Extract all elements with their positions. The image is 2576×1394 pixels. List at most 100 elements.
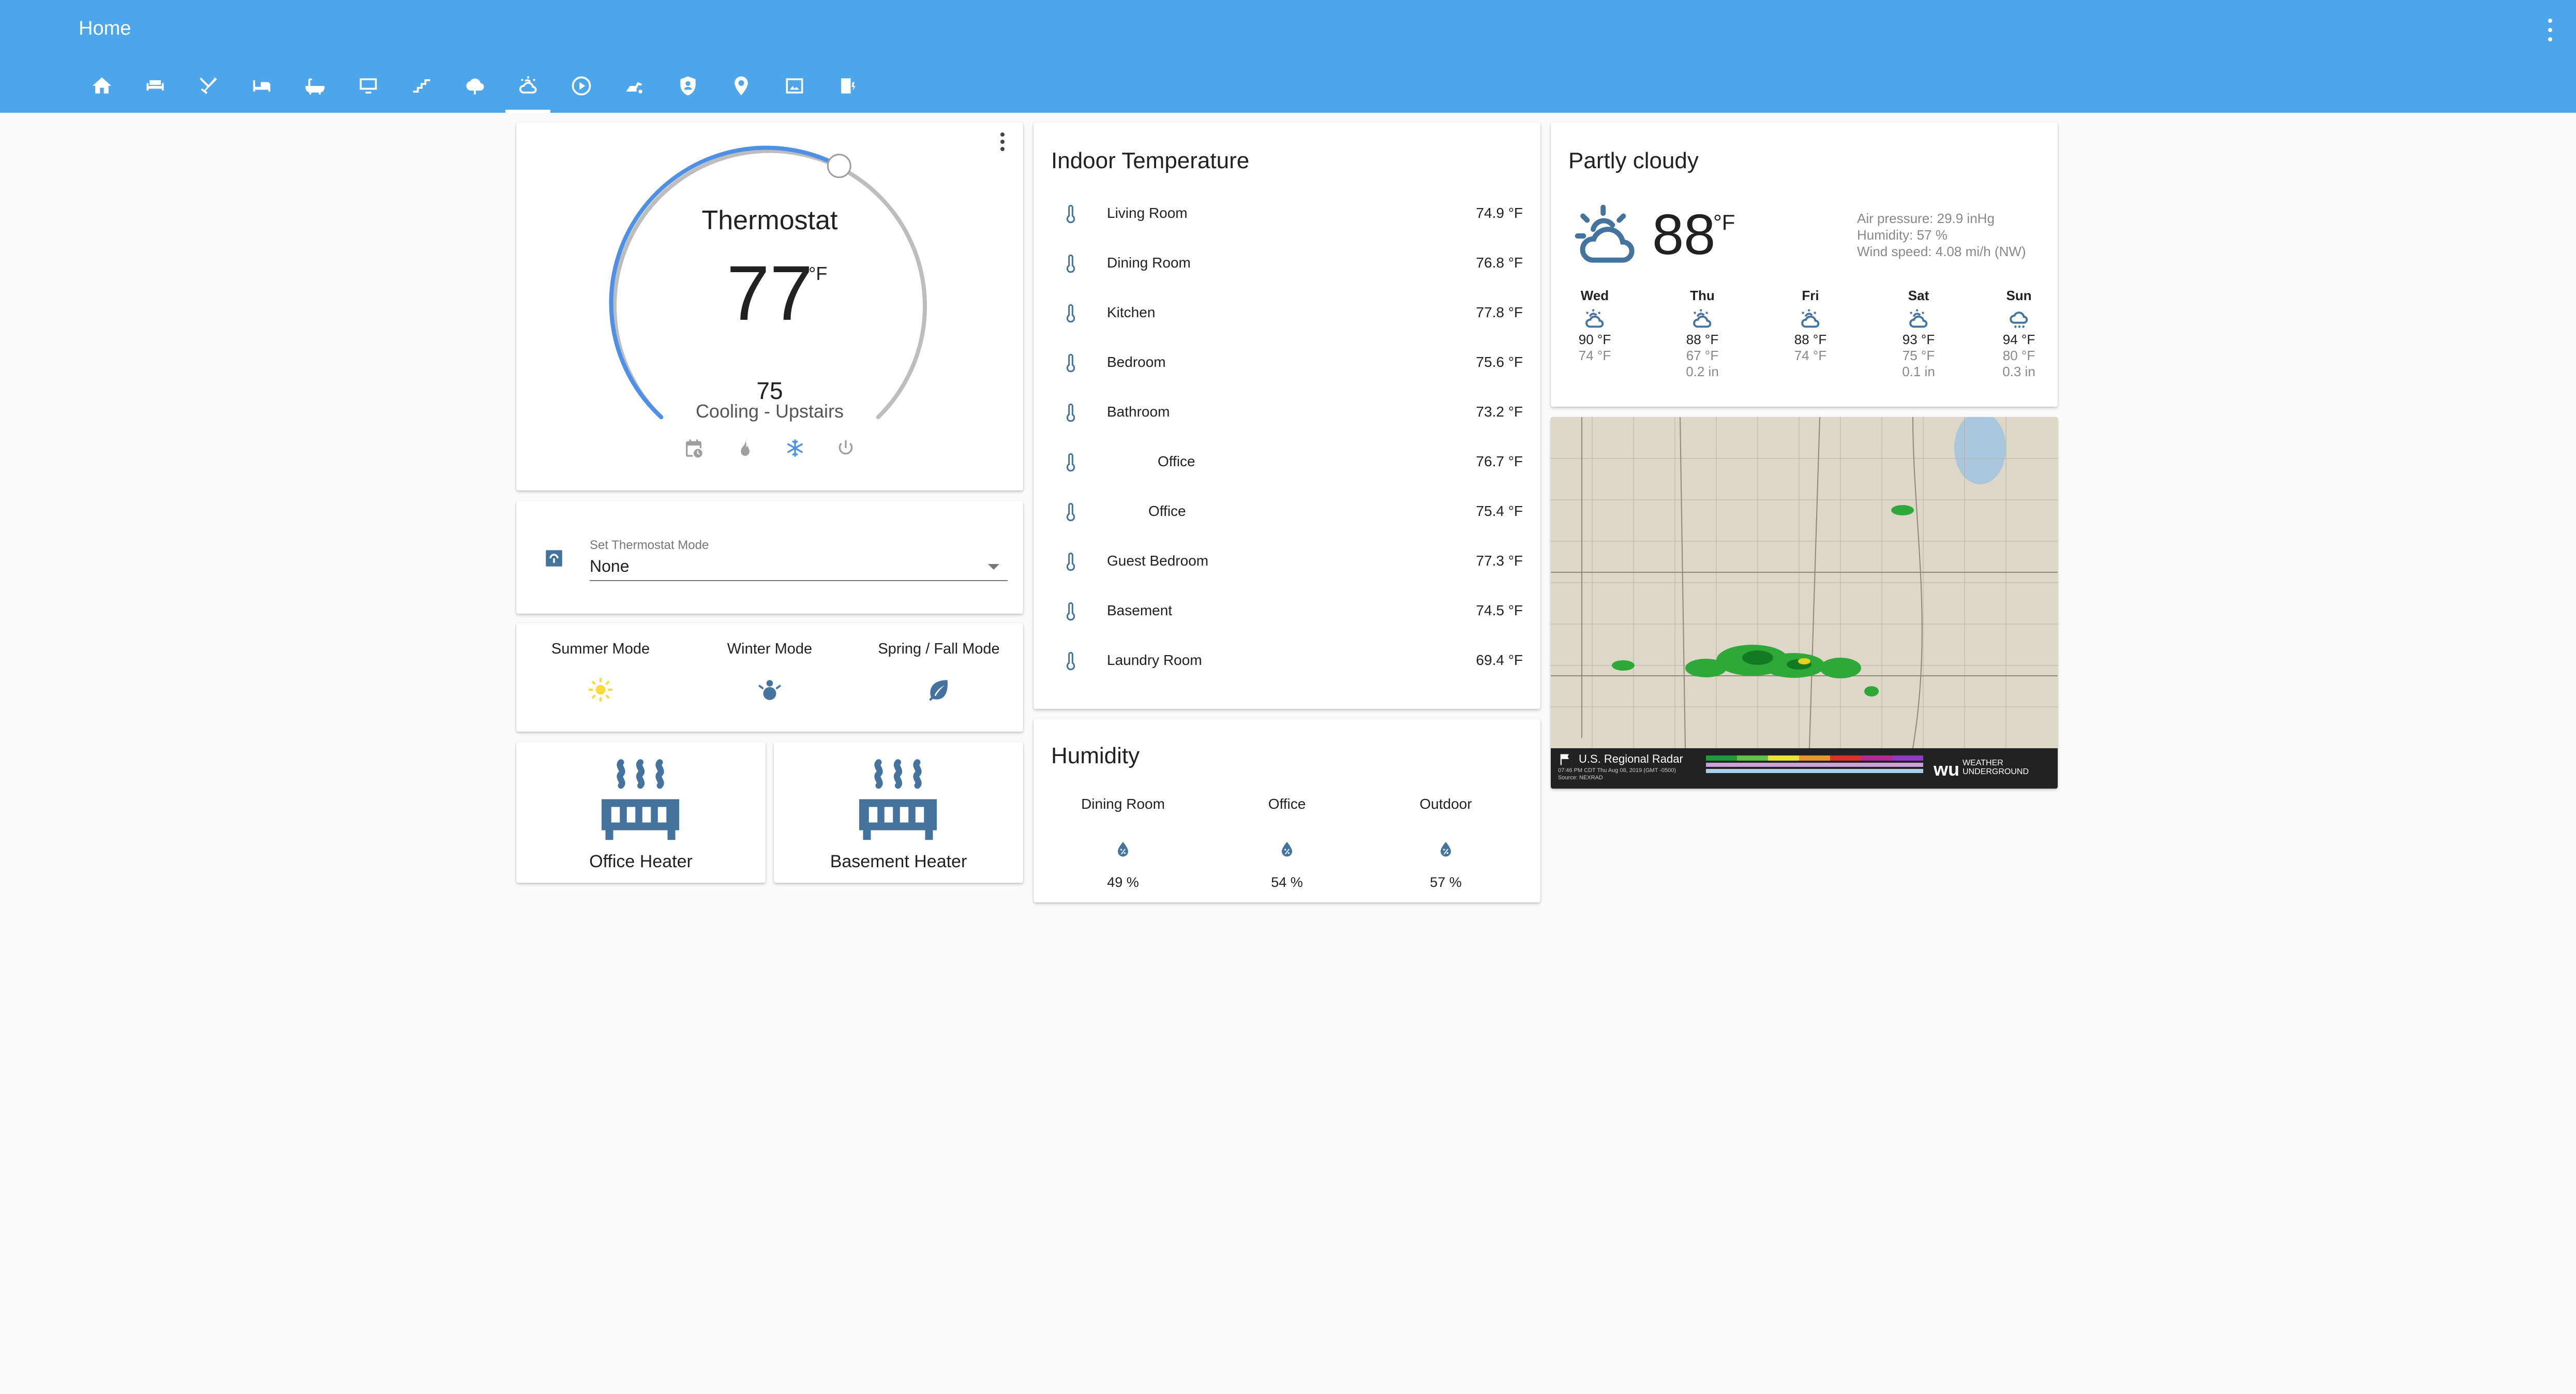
list-item[interactable]: Office 75.4 °F <box>1034 487 1540 537</box>
power-icon[interactable] <box>835 438 856 458</box>
thermostat-target-temp: 75 <box>756 377 783 404</box>
calendar-clock-icon[interactable] <box>683 438 704 458</box>
forecast-day-name: Sun <box>2006 288 2032 303</box>
radar-title: U.S. Regional Radar <box>1579 752 1683 765</box>
thermostat-unit: °F <box>808 263 828 284</box>
tab-stairs[interactable] <box>395 70 448 113</box>
tab-living-room[interactable] <box>128 70 182 113</box>
forecast-high: 88 °F <box>1686 332 1719 347</box>
forecast-day-name: Sat <box>1908 288 1929 303</box>
sensor-value: 76.8 °F <box>1476 255 1523 271</box>
humidity-item[interactable]: Outdoor 57 % <box>1367 796 1525 891</box>
summer-mode-label: Summer Mode <box>551 641 650 657</box>
humidity-title: Humidity <box>1051 743 1140 768</box>
list-item[interactable]: Laundry Room 69.4 °F <box>1034 636 1540 686</box>
fire-icon[interactable] <box>734 438 755 458</box>
thermostat-status: Cooling - Upstairs <box>695 401 844 422</box>
spring-fall-mode-label: Spring / Fall Mode <box>878 641 1000 657</box>
weather-pressure: Air pressure: 29.9 inHg <box>1857 211 1995 226</box>
thermometer-icon <box>1066 602 1075 621</box>
humidity-value: 49 % <box>1107 874 1139 890</box>
sensor-value: 69.4 °F <box>1476 652 1523 668</box>
tab-vacuum[interactable] <box>608 70 661 113</box>
list-item[interactable]: Dining Room 76.8 °F <box>1034 239 1540 289</box>
basement-heater-button[interactable]: Basement Heater <box>774 742 1023 883</box>
tab-security[interactable] <box>661 70 714 113</box>
radar-legend: U.S. Regional Radar 07:46 PM CDT Thu Aug… <box>1551 748 2058 789</box>
tab-kitchen[interactable] <box>182 70 235 113</box>
list-item[interactable]: Living Room 74.9 °F <box>1034 189 1540 239</box>
radar-scale <box>1706 755 1923 773</box>
list-item[interactable]: Basement 74.5 °F <box>1034 587 1540 636</box>
sofa-icon <box>146 80 163 91</box>
tab-climate[interactable] <box>501 70 555 113</box>
view-tabs <box>75 70 874 113</box>
tab-office[interactable] <box>341 70 395 113</box>
sensor-value: 77.8 °F <box>1476 304 1523 320</box>
tab-home[interactable] <box>75 70 128 113</box>
mode-select-input[interactable]: None <box>590 557 630 575</box>
winter-mode-button[interactable]: Winter Mode <box>685 623 854 732</box>
chevron-down-icon[interactable] <box>988 564 999 570</box>
humidity-sensor-name: Dining Room <box>1081 796 1165 812</box>
water-heater-icon <box>841 78 856 94</box>
sensor-value: 75.4 °F <box>1476 503 1523 519</box>
tab-map[interactable] <box>714 70 768 113</box>
thermometer-icon <box>1066 651 1075 671</box>
thermometer-icon <box>1066 254 1075 273</box>
tab-bathroom[interactable] <box>288 70 341 113</box>
tab-utilities[interactable] <box>821 70 874 113</box>
list-item[interactable]: Bathroom 73.2 °F <box>1034 388 1540 438</box>
tab-outdoor[interactable] <box>448 70 501 113</box>
tab-cameras[interactable] <box>768 70 821 113</box>
forecast-low: 74 °F <box>1794 348 1827 363</box>
weather-humidity: Humidity: 57 % <box>1857 227 1948 243</box>
partly-cloudy-icon <box>1585 309 1604 328</box>
list-item[interactable]: Office 76.7 °F <box>1034 438 1540 487</box>
thermostat-name: Thermostat <box>701 205 838 235</box>
humidity-item[interactable]: Dining Room 49 % <box>1044 796 1202 891</box>
forecast-day-name: Fri <box>1802 288 1819 303</box>
summer-mode-button[interactable]: Summer Mode <box>516 623 685 732</box>
forecast-low: 74 °F <box>1578 348 1611 363</box>
humidity-sensor-name: Outdoor <box>1419 796 1472 812</box>
spring-fall-mode-button[interactable]: Spring / Fall Mode <box>855 623 1023 732</box>
sensor-name: Laundry Room <box>1107 652 1202 668</box>
list-item[interactable]: Kitchen 77.8 °F <box>1034 289 1540 338</box>
humidity-item[interactable]: Office 54 % <box>1208 796 1366 891</box>
office-heater-button[interactable]: Office Heater <box>516 742 766 883</box>
forecast-low: 67 °F <box>1686 348 1719 363</box>
map-marker-icon <box>734 76 748 96</box>
more-menu-icon[interactable] <box>2545 19 2555 41</box>
radar-map-card[interactable]: U.S. Regional Radar 07:46 PM CDT Thu Aug… <box>1551 417 2058 789</box>
flag-icon <box>1560 754 1569 765</box>
winter-mode-label: Winter Mode <box>727 641 813 657</box>
mode-select-underline <box>590 580 1008 581</box>
snowflake-icon[interactable] <box>785 438 805 458</box>
sensor-name: Bedroom <box>1107 354 1166 370</box>
sensor-value: 75.6 °F <box>1476 354 1523 370</box>
office-heater-label: Office Heater <box>589 852 693 871</box>
thermostat-dial[interactable] <box>516 122 1023 491</box>
bathtub-icon <box>305 78 324 95</box>
thermometer-icon <box>1066 304 1075 323</box>
tree-icon <box>466 78 484 95</box>
sensor-name: Office <box>1148 503 1186 519</box>
forecast-high: 93 °F <box>1902 332 1935 347</box>
thermometer-icon <box>1066 552 1075 571</box>
tab-media[interactable] <box>555 70 608 113</box>
thermostat-more-icon[interactable] <box>999 132 1006 151</box>
app-header: Home <box>0 0 2576 113</box>
sensor-value: 74.9 °F <box>1476 205 1523 221</box>
thermostat-modes <box>516 438 1023 458</box>
list-item[interactable]: Bedroom 75.6 °F <box>1034 338 1540 388</box>
weather-card[interactable]: Partly cloudy 88 °F Air pressure: 29.9 i… <box>1551 122 2058 407</box>
forecast-day-name: Thu <box>1690 288 1715 303</box>
security-shield-icon <box>680 76 696 96</box>
thermostat-mode-icon <box>546 550 562 567</box>
radar-map-image <box>1551 417 2058 748</box>
list-item[interactable]: Guest Bedroom 77.3 °F <box>1034 537 1540 587</box>
radar-subtitle: 07:46 PM CDT Thu Aug 08, 2019 (GMT -0500… <box>1558 767 1676 781</box>
tab-bedroom[interactable] <box>235 70 288 113</box>
sensor-name: Basement <box>1107 602 1173 618</box>
